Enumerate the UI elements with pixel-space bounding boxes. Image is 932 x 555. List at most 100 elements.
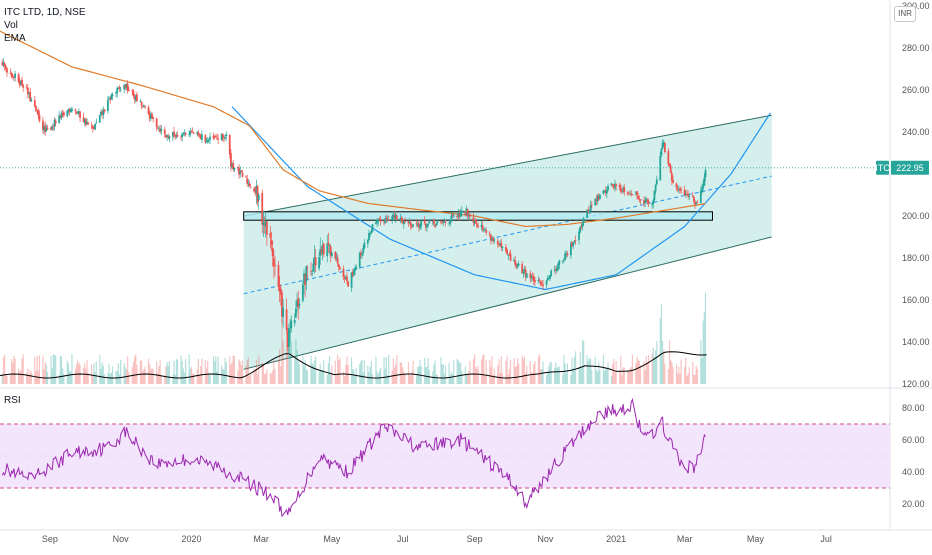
volume-bar <box>521 355 523 384</box>
volume-bar <box>224 357 226 384</box>
candle-body <box>288 328 290 347</box>
ema-line <box>0 30 706 228</box>
candle-body <box>558 260 561 265</box>
volume-bar <box>173 360 175 384</box>
legend-rsi[interactable]: RSI <box>4 395 21 406</box>
candle-body <box>395 216 398 220</box>
volume-bar <box>677 373 679 384</box>
volume-bar <box>217 356 219 384</box>
candle-body <box>458 213 461 217</box>
volume-bar <box>298 364 300 384</box>
candle-body <box>110 94 113 100</box>
candle-body <box>277 264 280 287</box>
candle-body <box>204 135 207 143</box>
candle-body <box>629 194 631 196</box>
volume-bar <box>472 359 475 384</box>
candle-body <box>549 275 551 279</box>
volume-bar <box>391 370 393 384</box>
volume-bar <box>359 364 361 384</box>
candle-body <box>660 148 663 156</box>
volume-bar <box>335 374 338 384</box>
candle-body <box>93 127 95 130</box>
candle-body <box>182 132 185 134</box>
candle-body <box>224 136 227 139</box>
candle-body <box>35 105 37 111</box>
candle-body <box>51 126 54 130</box>
volume-bar <box>701 358 703 384</box>
volume-bar <box>120 359 122 384</box>
candle-body <box>206 140 209 142</box>
candle-body <box>272 258 275 266</box>
volume-bar <box>147 358 150 384</box>
volume-bar <box>311 362 313 384</box>
candle-body <box>220 133 223 140</box>
legend-ema[interactable]: EMA <box>4 33 26 44</box>
candle-body <box>50 127 52 130</box>
volume-bar <box>685 357 687 384</box>
volume-bar <box>245 365 247 384</box>
candle-body <box>443 221 446 223</box>
candle-body <box>328 245 331 247</box>
time-tick-label: May <box>747 534 765 544</box>
candle-body <box>125 83 128 88</box>
volume-bar <box>595 369 598 384</box>
candle-body <box>450 215 453 221</box>
legend-vol[interactable]: Vol <box>4 20 18 31</box>
candle-body <box>667 150 670 164</box>
candle-body <box>290 320 293 329</box>
volume-bar <box>58 374 60 384</box>
candle-body <box>278 286 281 292</box>
candle-body <box>136 94 138 101</box>
volume-bar <box>272 370 274 384</box>
candle-body <box>691 196 694 197</box>
candle-body <box>582 218 585 224</box>
candle-body <box>392 215 395 218</box>
candle-body <box>550 270 553 276</box>
volume-bar <box>11 359 13 384</box>
price-tick-label: 300.00 <box>902 1 930 11</box>
candle-body <box>212 135 215 139</box>
currency-button[interactable]: INR <box>894 6 916 22</box>
candle-body <box>248 183 251 187</box>
candle-body <box>408 221 411 223</box>
volume-bar <box>302 356 304 384</box>
candle-body <box>524 269 527 277</box>
volume-bar <box>370 361 372 384</box>
candle-body <box>702 184 705 189</box>
candle-body <box>22 85 25 88</box>
volume-bar <box>269 372 271 384</box>
volume-bar <box>144 366 146 384</box>
volume-bar <box>182 368 184 384</box>
volume-bar <box>201 358 203 384</box>
price-tick-label: 160.00 <box>902 295 930 305</box>
legend-symbol[interactable]: ITC LTD, 1D, NSE <box>4 7 86 18</box>
candle-body <box>330 252 333 256</box>
volume-bar <box>532 372 534 384</box>
volume-bar <box>513 358 515 384</box>
candle-body <box>79 111 81 119</box>
candle-body <box>431 220 434 222</box>
volume-bar <box>86 360 88 384</box>
candle-body <box>103 109 106 112</box>
candle-body <box>402 220 405 225</box>
volume-bar <box>549 362 551 384</box>
volume-bar <box>458 362 461 384</box>
volume-bar <box>160 374 162 384</box>
volume-bar <box>588 357 591 384</box>
candle-body <box>676 188 679 190</box>
candle-body <box>546 277 549 281</box>
volume-bar <box>687 373 689 384</box>
volume-bar <box>313 360 316 384</box>
volume-bar <box>51 368 53 384</box>
volume-bar <box>118 374 121 384</box>
candle-body <box>303 273 305 284</box>
candle-body <box>245 176 247 178</box>
candle-body <box>574 240 577 241</box>
price-badge-value: 222.95 <box>896 163 924 173</box>
volume-bar <box>354 375 356 384</box>
volume-bar <box>574 351 577 384</box>
volume-bar <box>231 362 233 384</box>
volume-bar <box>128 372 130 384</box>
candle-body <box>354 268 356 272</box>
